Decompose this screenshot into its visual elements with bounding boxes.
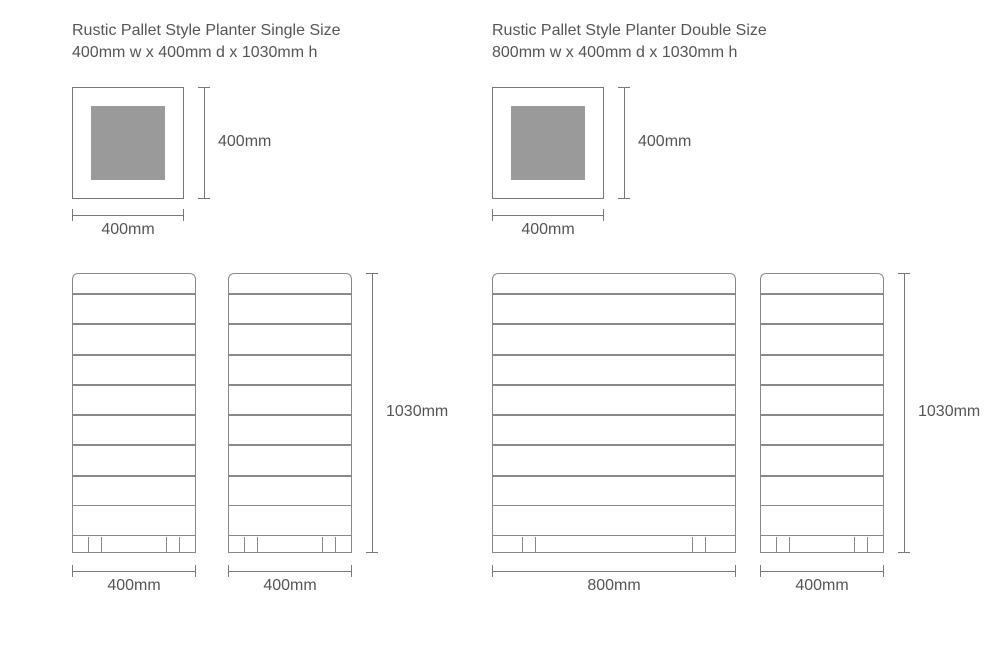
double-side-dim-h <box>760 571 884 572</box>
slat <box>73 506 195 536</box>
slat <box>73 294 195 324</box>
slat <box>229 506 351 536</box>
slat <box>493 324 735 354</box>
double-elevations: 1030mm 800mm 400mm <box>492 273 972 603</box>
double-topview-dim-h <box>492 215 604 216</box>
slat <box>73 324 195 354</box>
slat <box>761 355 883 385</box>
double-topview-label-below: 400mm <box>492 221 604 239</box>
double-elev-dim-v <box>904 273 905 553</box>
planter-feet <box>761 537 883 553</box>
slat <box>229 476 351 506</box>
single-side-elevation <box>228 273 352 553</box>
slat <box>493 476 735 506</box>
single-topview-outer <box>72 87 184 199</box>
single-title-line2: 400mm w x 400mm d x 1030mm h <box>72 42 472 64</box>
single-topview-dim-v <box>204 87 205 199</box>
slat <box>229 324 351 354</box>
single-title-line1: Rustic Pallet Style Planter Single Size <box>72 20 472 42</box>
planter-slats <box>761 294 883 536</box>
slat <box>761 324 883 354</box>
double-elev-label-right: 1030mm <box>918 403 980 421</box>
single-side-label-below: 400mm <box>228 577 352 595</box>
planter-slats <box>493 294 735 536</box>
diagram-page: Rustic Pallet Style Planter Single Size … <box>0 0 992 652</box>
slat <box>493 506 735 536</box>
single-topview-dim-h <box>72 215 184 216</box>
double-topview-label-right: 400mm <box>638 133 691 151</box>
single-topview-inner <box>91 106 165 180</box>
slat <box>493 445 735 475</box>
slat <box>229 385 351 415</box>
single-elev-label-right: 1030mm <box>386 403 448 421</box>
single-topview-block: 400mm 400mm <box>72 87 472 237</box>
slat <box>761 415 883 445</box>
double-side-elevation <box>760 273 884 553</box>
slat <box>73 385 195 415</box>
slat <box>229 415 351 445</box>
double-title-line1: Rustic Pallet Style Planter Double Size <box>492 20 972 42</box>
double-column: Rustic Pallet Style Planter Double Size … <box>492 20 972 603</box>
double-front-dim-h <box>492 571 736 572</box>
slat <box>229 445 351 475</box>
slat <box>493 385 735 415</box>
slat <box>229 294 351 324</box>
slat <box>493 355 735 385</box>
single-topview-label-below: 400mm <box>72 221 184 239</box>
slat <box>761 476 883 506</box>
single-elevations: 1030mm 400mm 400mm <box>72 273 472 603</box>
planter-slats <box>229 294 351 536</box>
planter-slats <box>73 294 195 536</box>
slat <box>229 355 351 385</box>
planter-cap <box>761 274 883 294</box>
slat <box>761 445 883 475</box>
double-side-label-below: 400mm <box>760 577 884 595</box>
slat <box>493 294 735 324</box>
single-front-label-below: 400mm <box>72 577 196 595</box>
slat <box>493 415 735 445</box>
double-front-label-below: 800mm <box>492 577 736 595</box>
double-topview-outer <box>492 87 604 199</box>
single-elev-dim-v <box>372 273 373 553</box>
double-front-elevation <box>492 273 736 553</box>
single-front-dim-h <box>72 571 196 572</box>
single-topview-label-right: 400mm <box>218 133 271 151</box>
slat <box>73 355 195 385</box>
planter-cap <box>73 274 195 294</box>
double-topview-inner <box>511 106 585 180</box>
single-column: Rustic Pallet Style Planter Single Size … <box>72 20 472 603</box>
slat <box>761 294 883 324</box>
planter-feet <box>493 537 735 553</box>
double-topview-block: 400mm 400mm <box>492 87 972 237</box>
double-topview-dim-v <box>624 87 625 199</box>
single-front-elevation <box>72 273 196 553</box>
planter-feet <box>229 537 351 553</box>
planter-feet <box>73 537 195 553</box>
single-side-dim-h <box>228 571 352 572</box>
slat <box>73 415 195 445</box>
slat <box>761 385 883 415</box>
planter-cap <box>493 274 735 294</box>
double-title-line2: 800mm w x 400mm d x 1030mm h <box>492 42 972 64</box>
slat <box>73 445 195 475</box>
slat <box>761 506 883 536</box>
planter-cap <box>229 274 351 294</box>
slat <box>73 476 195 506</box>
